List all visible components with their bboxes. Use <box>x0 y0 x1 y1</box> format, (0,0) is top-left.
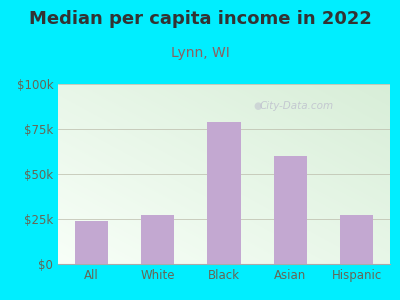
Bar <box>274 156 307 264</box>
Bar <box>74 221 108 264</box>
Text: City-Data.com: City-Data.com <box>260 100 334 111</box>
Bar <box>340 215 374 264</box>
Text: Lynn, WI: Lynn, WI <box>171 46 229 61</box>
Bar <box>208 122 241 264</box>
Text: Median per capita income in 2022: Median per capita income in 2022 <box>28 11 372 28</box>
Text: ●: ● <box>253 100 262 111</box>
Bar <box>141 215 174 264</box>
